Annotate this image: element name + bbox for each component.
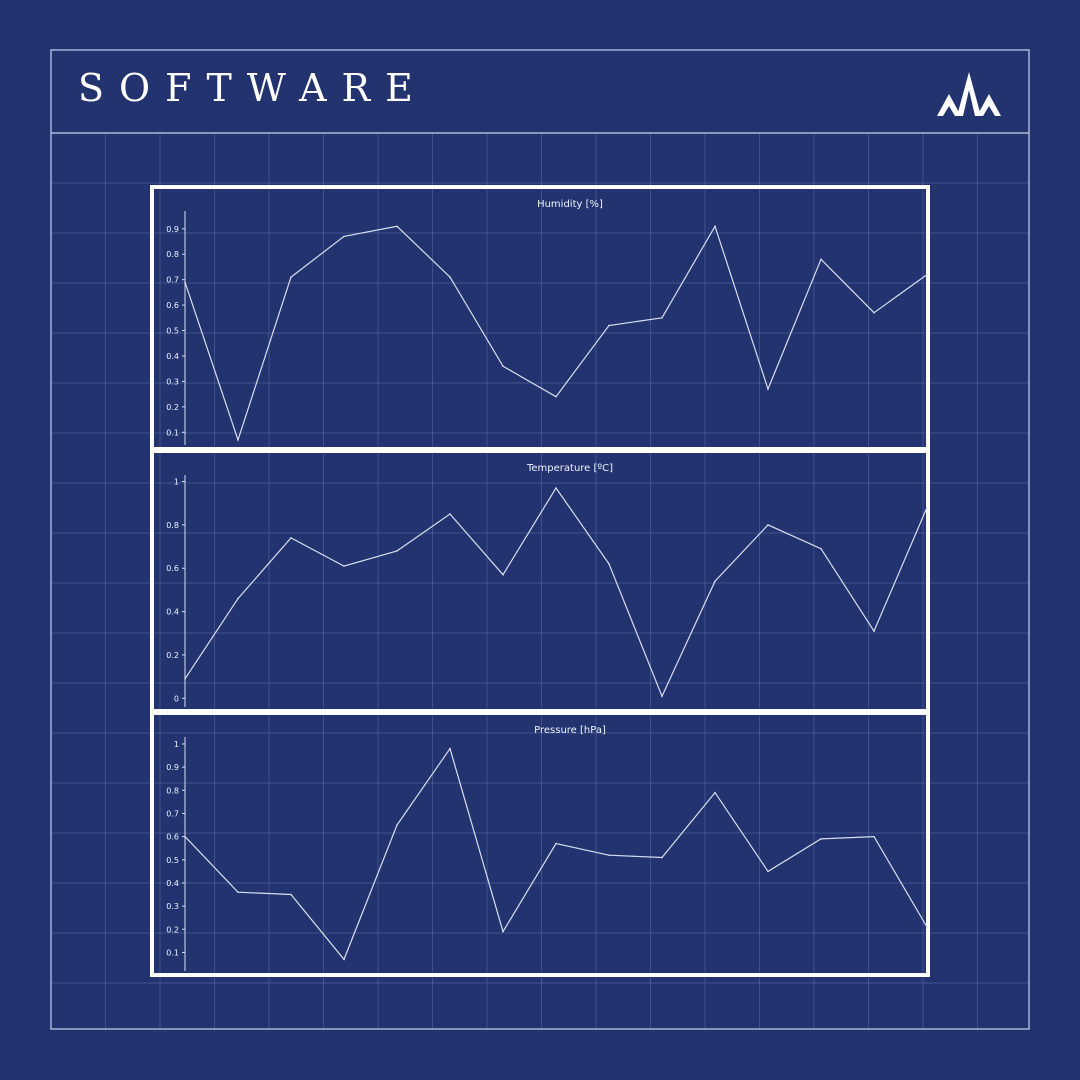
y-tick-label: 0.6 bbox=[166, 564, 179, 573]
temperature-data-point bbox=[714, 580, 716, 583]
humidity-chart-frame bbox=[150, 185, 930, 451]
pressure-data-point bbox=[608, 854, 610, 856]
temperature-data-point bbox=[555, 487, 557, 489]
temperature-data-point bbox=[873, 630, 875, 632]
y-tick-label: 0.9 bbox=[166, 763, 179, 772]
pressure-data-point bbox=[449, 747, 451, 750]
pressure-chart: Pressure [hPa] 0.1 0.2 0.3 0.4 0.5 0.6 0.7 0.8 0.… bbox=[150, 711, 930, 977]
y-tick-label: 0.5 bbox=[166, 327, 179, 336]
humidity-data-point bbox=[661, 317, 663, 319]
humidity-data-point bbox=[555, 395, 557, 398]
mountain-logo-icon bbox=[937, 72, 1001, 116]
temperature-data-point bbox=[290, 537, 292, 539]
y-tick-label: 0.7 bbox=[166, 276, 179, 285]
temperature-data-point bbox=[767, 524, 769, 526]
y-tick-label: 0.1 bbox=[166, 948, 179, 957]
page-title: SOFTWARE bbox=[78, 66, 428, 110]
pressure-chart-title: Pressure [hPa] bbox=[534, 725, 606, 736]
humidity-data-point bbox=[290, 276, 292, 278]
temperature-data-point bbox=[608, 563, 610, 565]
humidity-data-point bbox=[767, 388, 769, 390]
humidity-data-point bbox=[184, 281, 186, 284]
humidity-data-point bbox=[237, 439, 239, 441]
y-tick-label: 0.2 bbox=[166, 403, 179, 412]
pressure-series-line bbox=[184, 747, 928, 961]
y-tick-label: 0.3 bbox=[166, 902, 179, 911]
temperature-data-point bbox=[396, 550, 398, 552]
pressure-data-point bbox=[714, 791, 716, 794]
pressure-data-point bbox=[873, 835, 875, 838]
humidity-data-point bbox=[502, 365, 504, 367]
humidity-data-point bbox=[873, 311, 875, 314]
y-tick-label: 0 bbox=[174, 694, 179, 703]
pressure-chart-frame bbox=[150, 711, 930, 977]
temperature-data-point bbox=[237, 597, 239, 600]
temperature-series-line bbox=[184, 486, 928, 698]
humidity-data-point bbox=[608, 324, 610, 327]
y-tick-label: 0.9 bbox=[166, 225, 179, 234]
temperature-data-point bbox=[661, 695, 663, 697]
temperature-data-point bbox=[820, 547, 822, 550]
temperature-data-point bbox=[449, 513, 451, 515]
y-tick-label: 0.8 bbox=[166, 250, 179, 259]
y-tick-label: 0.2 bbox=[166, 651, 179, 660]
temperature-chart: Temperature [ºC] 0 0.2 0.4 0.6 0.8 1 bbox=[150, 449, 930, 713]
humidity-data-point bbox=[820, 258, 822, 261]
y-tick-label: 1 bbox=[174, 740, 179, 749]
y-tick-label: 0.7 bbox=[166, 809, 179, 818]
y-tick-label: 0.3 bbox=[166, 377, 179, 386]
humidity-data-point bbox=[714, 225, 716, 228]
temperature-chart-frame bbox=[150, 449, 930, 713]
y-tick-label: 1 bbox=[174, 478, 179, 487]
temperature-data-point bbox=[926, 506, 928, 509]
pressure-data-point bbox=[661, 856, 663, 859]
pressure-data-point bbox=[926, 926, 928, 928]
humidity-data-point bbox=[926, 273, 928, 276]
outer-frame bbox=[50, 49, 1030, 1030]
humidity-chart: Humidity [%] 0.1 0.2 0.3 0.4 0.5 0.6 0.7 0.8 0.9 bbox=[150, 185, 930, 451]
y-tick-label: 0.4 bbox=[166, 879, 179, 888]
humidity-data-point bbox=[343, 235, 345, 238]
humidity-data-point bbox=[449, 276, 451, 278]
y-tick-label: 0.2 bbox=[166, 925, 179, 934]
temperature-chart-title: Temperature [ºC] bbox=[526, 463, 613, 474]
humidity-chart-title: Humidity [%] bbox=[537, 199, 603, 210]
pressure-data-point bbox=[820, 838, 822, 840]
pressure-data-point bbox=[555, 842, 557, 845]
y-tick-label: 0.8 bbox=[166, 786, 179, 795]
y-tick-label: 0.8 bbox=[166, 521, 179, 530]
pressure-data-point bbox=[343, 958, 345, 961]
y-tick-label: 0.6 bbox=[166, 833, 179, 842]
grid-lines bbox=[51, 133, 1029, 1029]
temperature-data-point bbox=[184, 678, 186, 680]
humidity-series-line bbox=[184, 224, 928, 442]
pressure-data-point bbox=[237, 891, 239, 894]
y-tick-label: 0.4 bbox=[166, 352, 179, 361]
y-tick-label: 0.4 bbox=[166, 608, 179, 617]
y-tick-label: 0.6 bbox=[166, 301, 179, 310]
pressure-data-point bbox=[396, 824, 398, 826]
pressure-data-point bbox=[184, 835, 186, 838]
pressure-data-point bbox=[767, 870, 769, 873]
pressure-data-point bbox=[290, 893, 292, 896]
y-tick-label: 0.1 bbox=[166, 428, 179, 437]
humidity-data-point bbox=[396, 225, 398, 228]
temperature-data-point bbox=[343, 565, 345, 567]
temperature-data-point bbox=[502, 573, 504, 576]
y-tick-label: 0.5 bbox=[166, 856, 179, 865]
pressure-data-point bbox=[502, 930, 504, 933]
